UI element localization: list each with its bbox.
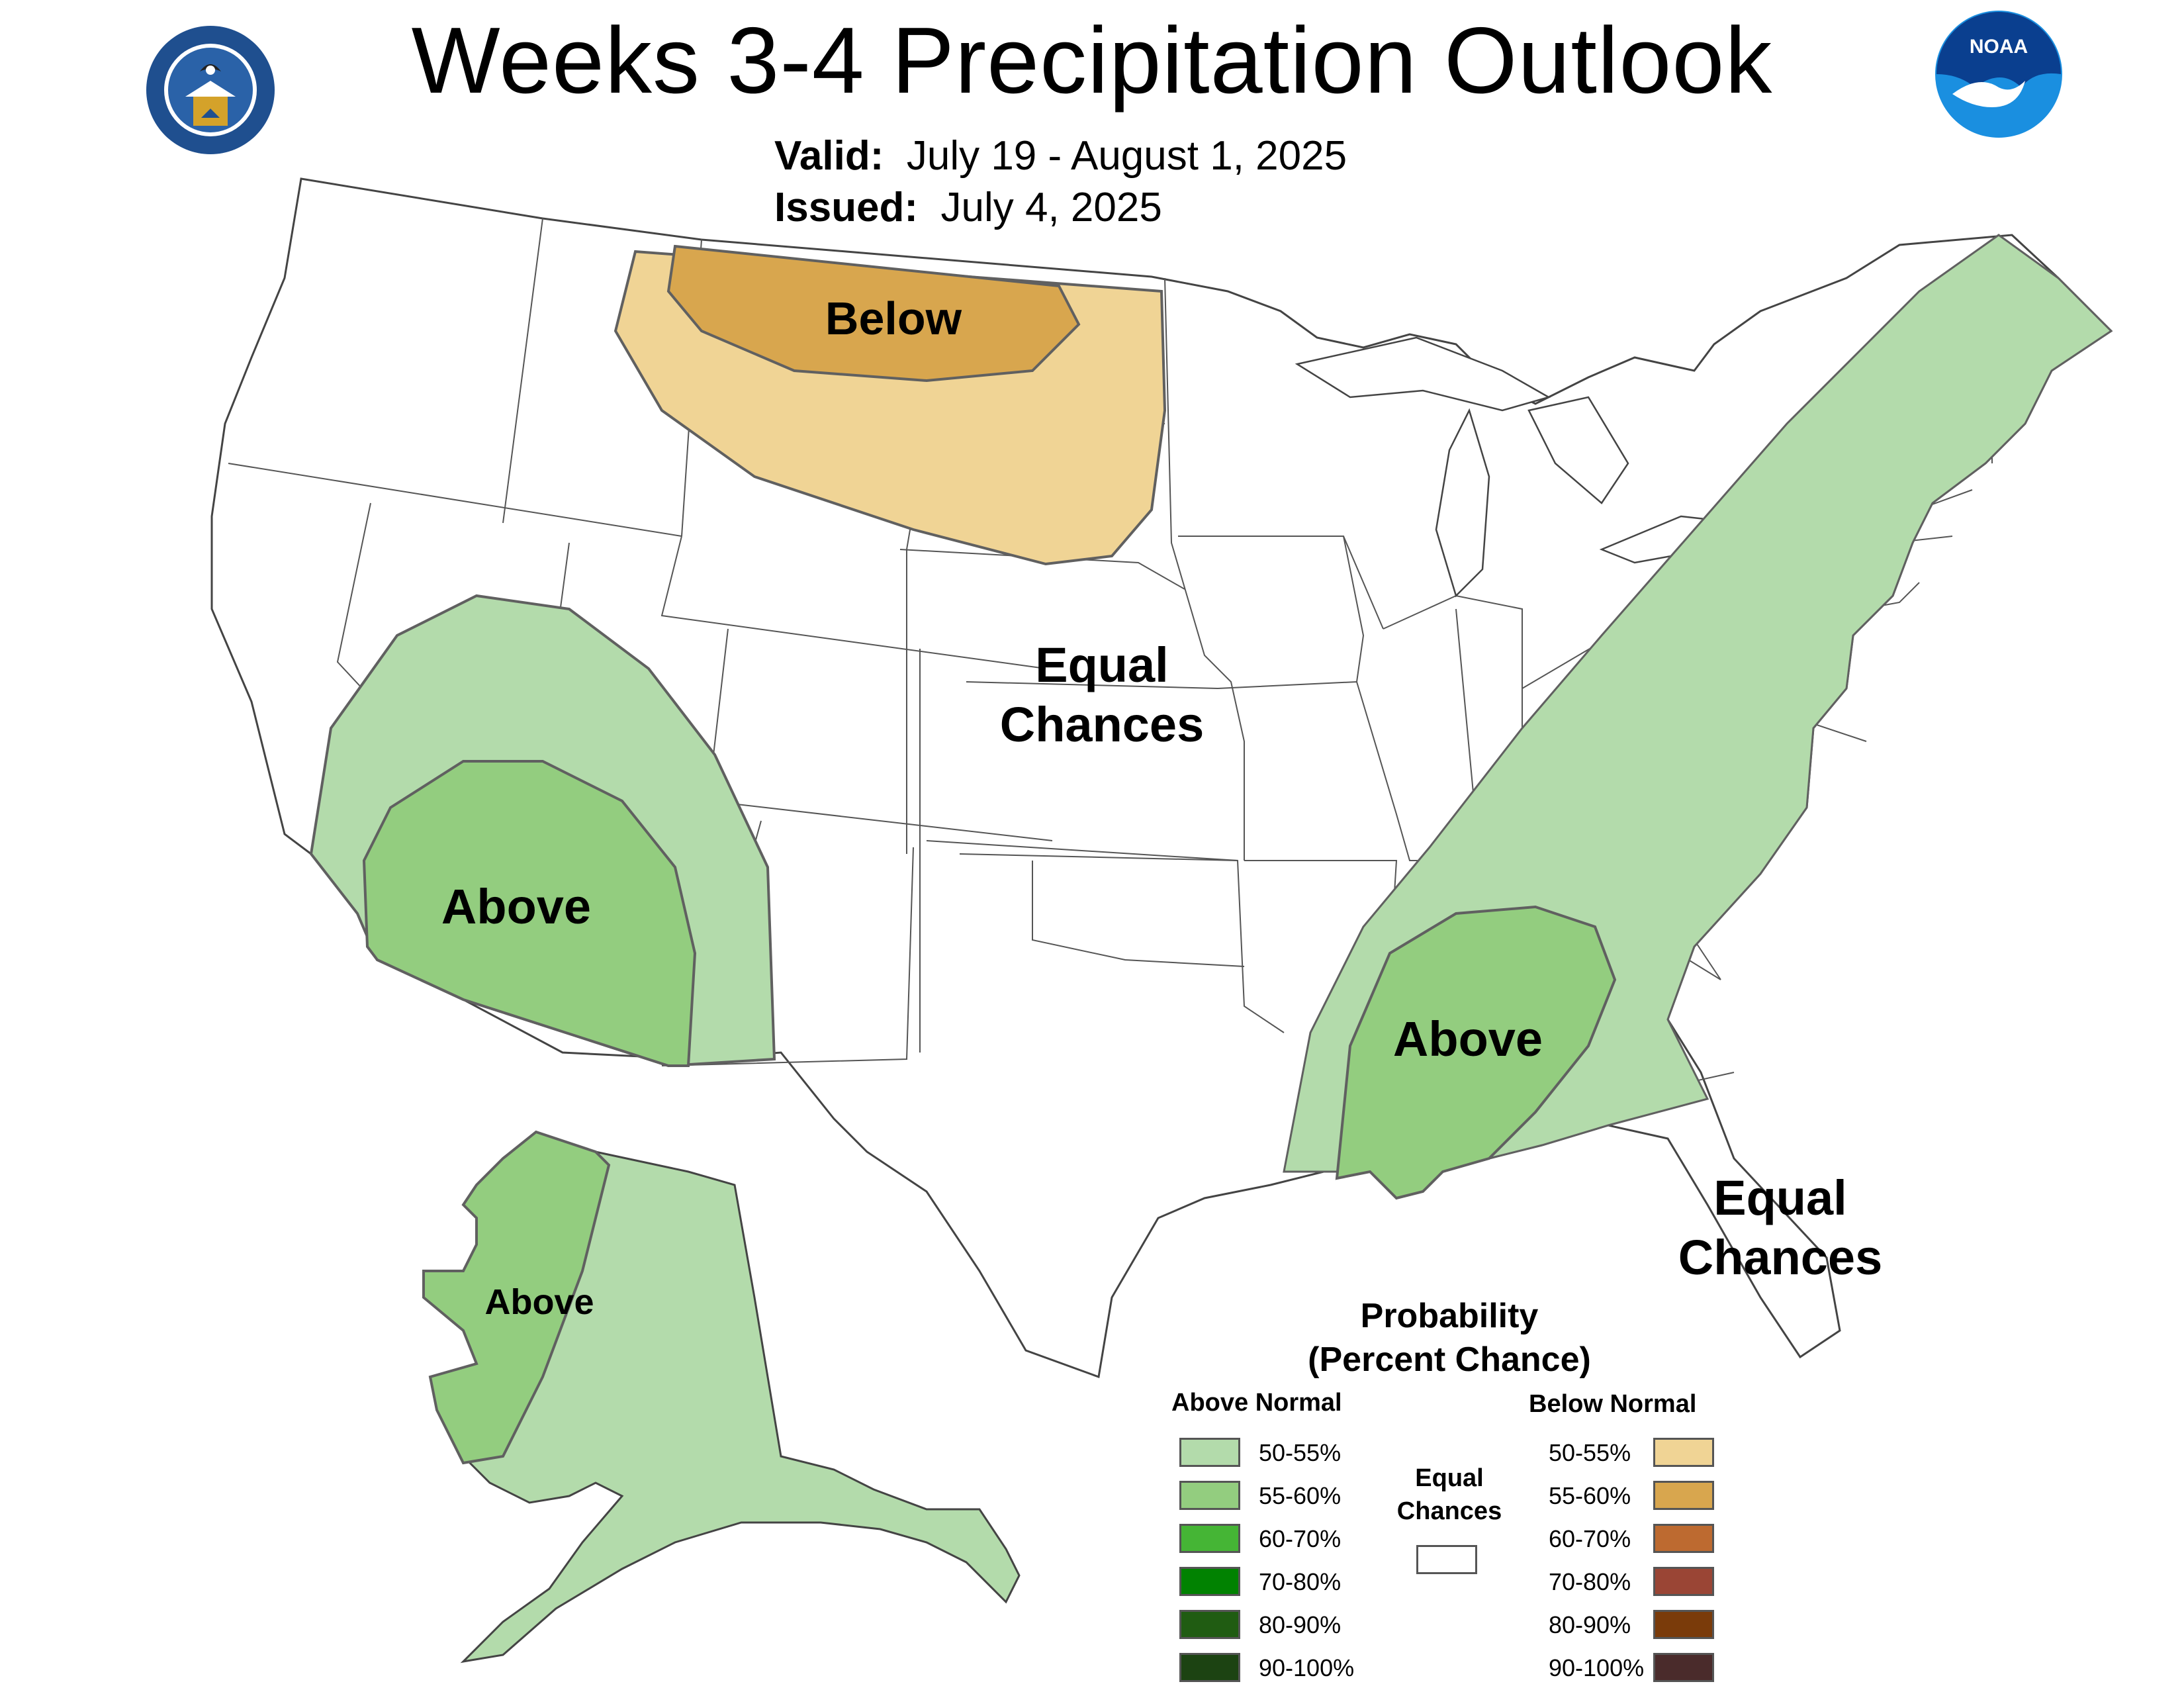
legend-below-label-1: 50-55% — [1549, 1439, 1631, 1466]
above-east-55-60-region — [1335, 905, 1617, 1200]
legend-above-label-3: 60-70% — [1259, 1525, 1342, 1552]
below-55-60-region — [666, 244, 1081, 383]
legend-below-label-2: 55-60% — [1549, 1482, 1631, 1509]
legend-ec-line2: Chances — [1396, 1497, 1502, 1525]
legend-below-label-3: 60-70% — [1549, 1525, 1631, 1552]
legend-below-label-6: 90-100% — [1549, 1654, 1645, 1681]
legend-above-swatch-6 — [1179, 1653, 1240, 1682]
above-sw-label: Above — [441, 879, 591, 934]
legend-below-swatch-5 — [1653, 1610, 1714, 1639]
legend-ec-swatch — [1416, 1545, 1477, 1574]
legend-above-swatch-2 — [1179, 1481, 1240, 1510]
above-se-label: Above — [1393, 1011, 1543, 1066]
legend-above-swatch-4 — [1179, 1567, 1240, 1596]
above-sw-55-60-region — [362, 760, 697, 1067]
noaa-logo-text: NOAA — [1970, 36, 2028, 58]
legend-above-label-6: 90-100% — [1259, 1654, 1355, 1681]
legend-below-header: Below Normal — [1529, 1390, 1697, 1418]
legend-below-label-5: 80-90% — [1549, 1611, 1631, 1638]
legend-title-line1: Probability — [1360, 1297, 1539, 1335]
legend-below-label-4: 70-80% — [1549, 1568, 1631, 1595]
noaa-logo: NOAA — [1935, 11, 2062, 138]
legend-title: Probability (Percent Chance) — [1271, 1294, 1628, 1382]
doc-seal-logo — [146, 26, 275, 154]
legend-above-label-2: 55-60% — [1259, 1482, 1342, 1509]
legend-above-swatch-3 — [1179, 1524, 1240, 1553]
legend-below-swatch-4 — [1653, 1567, 1714, 1596]
valid-dates: Valid: July 19 - August 1, 2025 — [774, 132, 1347, 179]
equal-chances-central-line2: Chances — [1000, 697, 1204, 752]
issued-date: Issued: July 4, 2025 — [774, 184, 1162, 231]
legend-below-swatch-1 — [1653, 1438, 1714, 1467]
issued-value: July 4, 2025 — [940, 185, 1162, 230]
equal-chances-central-line1: Equal — [1035, 637, 1168, 692]
legend-title-line2: (Percent Chance) — [1308, 1340, 1591, 1379]
above-alaska-label: Above — [484, 1282, 594, 1322]
legend-above-label-5: 80-90% — [1259, 1611, 1342, 1638]
legend-above-swatch-5 — [1179, 1610, 1240, 1639]
legend-above-swatch-1 — [1179, 1438, 1240, 1467]
legend-ec-label: Equal Chances — [1377, 1462, 1522, 1528]
issued-label: Issued: — [774, 185, 919, 230]
equal-chances-florida-line1: Equal — [1713, 1170, 1846, 1225]
below-label: Below — [825, 293, 962, 344]
legend-below-swatch-2 — [1653, 1481, 1714, 1510]
legend-above-header: Above Normal — [1171, 1389, 1342, 1417]
map-title: Weeks 3-4 Precipitation Outlook — [411, 8, 1773, 113]
legend-above-label-4: 70-80% — [1259, 1568, 1342, 1595]
legend-below-swatch-6 — [1653, 1653, 1714, 1682]
valid-value: July 19 - August 1, 2025 — [906, 133, 1347, 179]
above-alaska-55-60-region — [422, 1130, 611, 1465]
legend-above-label-1: 50-55% — [1259, 1439, 1342, 1466]
legend-below-swatch-3 — [1653, 1524, 1714, 1553]
legend-ec-line1: Equal — [1415, 1464, 1484, 1492]
equal-chances-florida-line2: Chances — [1678, 1230, 1882, 1285]
valid-label: Valid: — [774, 133, 884, 179]
